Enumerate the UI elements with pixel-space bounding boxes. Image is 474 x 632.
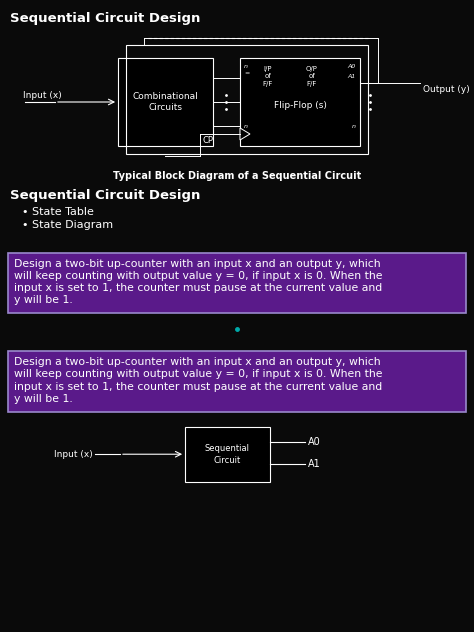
Text: Input (x): Input (x) xyxy=(23,91,62,100)
Text: Typical Block Diagram of a Sequential Circuit: Typical Block Diagram of a Sequential Ci… xyxy=(113,171,361,181)
Text: Flip-Flop (s): Flip-Flop (s) xyxy=(273,100,327,109)
Text: Sequential Circuit Design: Sequential Circuit Design xyxy=(10,12,201,25)
FancyBboxPatch shape xyxy=(8,253,466,313)
Text: input x is set to 1, the counter must pause at the current value and: input x is set to 1, the counter must pa… xyxy=(14,283,382,293)
Text: Combinational
Circuits: Combinational Circuits xyxy=(133,92,199,112)
Text: Design a two-bit up-counter with an input x and an output y, which: Design a two-bit up-counter with an inpu… xyxy=(14,259,381,269)
FancyBboxPatch shape xyxy=(8,351,466,411)
Text: A0: A0 xyxy=(308,437,321,447)
Text: will keep counting with output value y = 0, if input x is 0. When the: will keep counting with output value y =… xyxy=(14,271,383,281)
Text: Design a two-bit up-counter with an input x and an output y, which: Design a two-bit up-counter with an inpu… xyxy=(14,357,381,367)
Text: will keep counting with output value y = 0, if input x is 0. When the: will keep counting with output value y =… xyxy=(14,370,383,379)
Bar xyxy=(118,58,213,146)
Text: =: = xyxy=(244,71,249,76)
Text: CP: CP xyxy=(203,136,214,145)
Text: • State Diagram: • State Diagram xyxy=(22,220,113,230)
Text: y will be 1.: y will be 1. xyxy=(14,295,73,305)
Text: • State Table: • State Table xyxy=(22,207,94,217)
Text: Output (y): Output (y) xyxy=(423,85,470,94)
Text: Sequential
Circuit: Sequential Circuit xyxy=(205,444,250,465)
Text: n: n xyxy=(352,124,356,129)
Text: A1: A1 xyxy=(308,459,321,469)
Text: n: n xyxy=(244,64,248,69)
Text: A0: A0 xyxy=(348,64,356,69)
Bar xyxy=(126,45,368,154)
Text: n: n xyxy=(244,124,248,129)
Bar xyxy=(185,427,270,482)
Text: input x is set to 1, the counter must pause at the current value and: input x is set to 1, the counter must pa… xyxy=(14,382,382,392)
Text: I/P
of
F/F: I/P of F/F xyxy=(263,66,273,87)
Text: A1: A1 xyxy=(348,74,356,79)
Bar xyxy=(240,58,360,146)
Text: y will be 1.: y will be 1. xyxy=(14,394,73,404)
Polygon shape xyxy=(240,128,250,140)
Text: Sequential Circuit Design: Sequential Circuit Design xyxy=(10,189,201,202)
Text: O/P
of
F/F: O/P of F/F xyxy=(306,66,318,87)
Text: Input (x): Input (x) xyxy=(54,450,93,459)
